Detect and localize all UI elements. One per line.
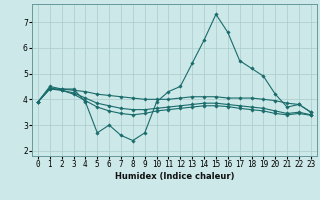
X-axis label: Humidex (Indice chaleur): Humidex (Indice chaleur) — [115, 172, 234, 181]
